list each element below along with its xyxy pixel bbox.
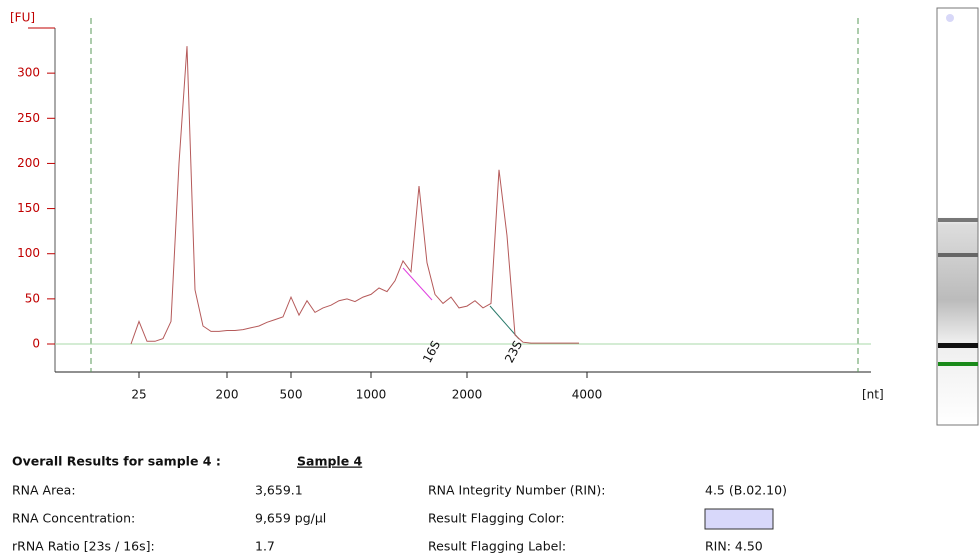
result-cell: 3,659.1: [255, 483, 303, 498]
gel-band: [938, 218, 978, 222]
peak-label: 16S: [420, 338, 443, 365]
trace: [131, 46, 579, 344]
result-cell: RIN: 4.50: [705, 539, 763, 554]
fit-16s: [403, 268, 432, 300]
results-heading: Overall Results for sample 4 :: [12, 454, 221, 469]
x-tick-label: 1000: [356, 388, 387, 402]
gel-band: [938, 343, 978, 348]
y-tick-label: 200: [17, 156, 40, 170]
y-tick-label: 0: [32, 337, 40, 351]
gel-band: [938, 362, 978, 366]
y-tick-label: 100: [17, 246, 40, 260]
y-tick-label: 250: [17, 111, 40, 125]
x-tick-label: 25: [131, 388, 146, 402]
y-tick-label: 300: [17, 66, 40, 80]
result-cell: 9,659 pg/µl: [255, 511, 326, 526]
result-cell: rRNA Ratio [23s / 16s]:: [12, 539, 155, 554]
gel-band: [938, 253, 978, 257]
x-tick-label: 500: [280, 388, 303, 402]
result-cell: 4.5 (B.02.10): [705, 483, 787, 498]
result-cell: Result Flagging Label:: [428, 539, 566, 554]
y-tick-label: 150: [17, 201, 40, 215]
x-tick-label: 2000: [452, 388, 483, 402]
result-cell: RNA Integrity Number (RIN):: [428, 483, 605, 498]
y-tick-label: 50: [25, 291, 40, 305]
page: [FU] [nt] 0 50 100 150 200 250 300 25 200 500 1000…: [0, 0, 979, 558]
result-cell: Result Flagging Color:: [428, 511, 565, 526]
result-cell: 1.7: [255, 539, 275, 554]
flag-color-swatch: [705, 509, 773, 529]
gel-well: [946, 14, 954, 22]
y-unit-label: [FU]: [10, 11, 35, 25]
result-cell: RNA Concentration:: [12, 511, 135, 526]
x-tick-label: 200: [216, 388, 239, 402]
peak-label: 23S: [502, 338, 525, 365]
result-cell: RNA Area:: [12, 483, 76, 498]
x-unit-label: [nt]: [862, 388, 884, 402]
x-tick-label: 4000: [572, 388, 603, 402]
sample-name: Sample 4: [297, 454, 363, 469]
